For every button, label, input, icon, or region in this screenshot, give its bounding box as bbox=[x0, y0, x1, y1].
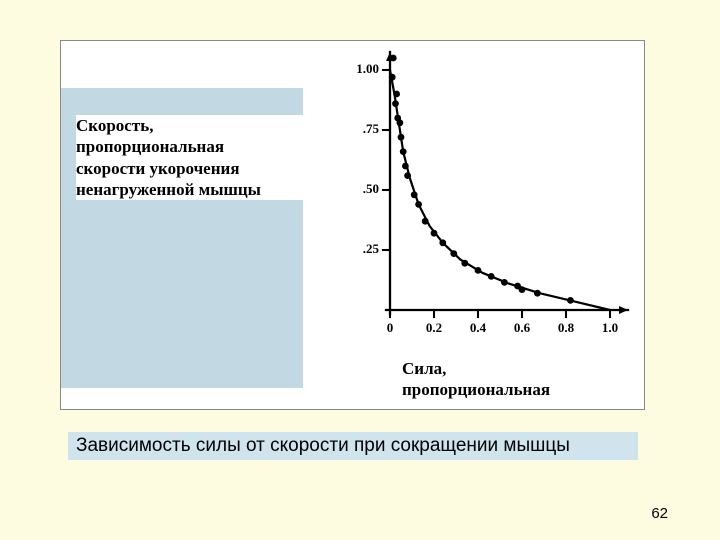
svg-text:0.6: 0.6 bbox=[514, 320, 531, 335]
svg-text:0.2: 0.2 bbox=[426, 320, 442, 335]
svg-text:1.00: 1.00 bbox=[356, 61, 379, 76]
svg-text:.25: .25 bbox=[363, 241, 380, 256]
y-axis-label-line4: ненагруженной мышцы bbox=[76, 179, 306, 200]
x-axis-label: Сила, пропорциональная bbox=[402, 358, 622, 401]
svg-text:1.0: 1.0 bbox=[602, 320, 618, 335]
force-velocity-chart: .25 .50 .75 1.00 0 0.2 0.4 0.6 0.8 1.0 bbox=[330, 50, 630, 350]
x-axis-label-line2: пропорциональная bbox=[402, 379, 622, 400]
svg-text:0: 0 bbox=[387, 320, 394, 335]
page-number: 62 bbox=[651, 505, 668, 522]
svg-text:.50: .50 bbox=[363, 181, 379, 196]
x-axis-label-line1: Сила, bbox=[402, 358, 622, 379]
y-axis-label-line2: пропорциональная bbox=[76, 136, 306, 157]
svg-text:.75: .75 bbox=[363, 121, 380, 136]
caption: Зависимость силы от скорости при сокраще… bbox=[68, 432, 638, 460]
y-axis-label: Скорость, пропорциональная скорости укор… bbox=[76, 115, 306, 200]
svg-text:0.8: 0.8 bbox=[558, 320, 575, 335]
slide-page: Скорость, пропорциональная скорости укор… bbox=[0, 0, 720, 540]
y-axis-label-line3: скорости укорочения bbox=[76, 158, 306, 179]
y-axis-label-line1: Скорость, bbox=[76, 115, 306, 136]
svg-text:0.4: 0.4 bbox=[470, 320, 487, 335]
